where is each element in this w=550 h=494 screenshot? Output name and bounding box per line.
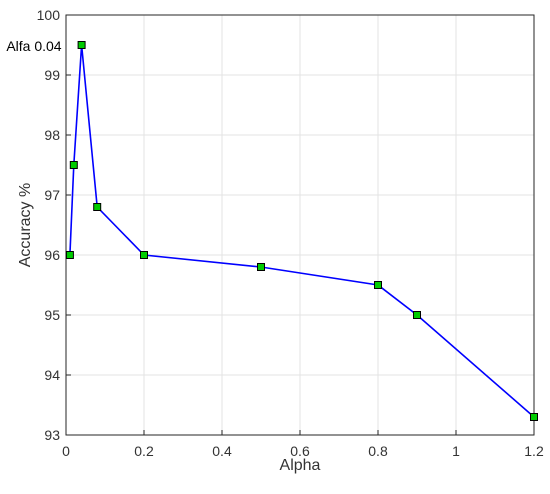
data-point-marker [93,203,102,211]
data-point-marker [69,161,78,169]
y-tick-label: 98 [44,127,60,143]
annotation-label: Alfa 0.04 [6,38,61,54]
series [65,41,538,421]
y-tick-label: 100 [37,7,61,23]
data-point-marker [530,413,538,421]
data-point-marker [77,41,86,49]
x-tick-label: 0.6 [290,443,310,459]
x-tick-label: 1 [452,443,460,459]
x-tick-label: 0.2 [134,443,154,459]
y-tick-label: 96 [44,247,60,263]
x-tick-label: 0.4 [212,443,232,459]
x-tick-label: 1.2 [524,443,544,459]
x-tick-labels: 0 0.2 0.4 0.6 0.8 1 1.2 [62,443,544,459]
x-tick-label: 0 [62,443,70,459]
data-point-marker [65,251,74,259]
y-tick-label: 95 [44,307,60,323]
y-tick-label: 99 [44,67,60,83]
y-tick-label: 94 [44,367,60,383]
data-point-marker [140,251,148,259]
data-point-marker [374,281,382,289]
x-axis-label: Alpha [280,457,321,474]
y-tick-label: 93 [44,427,60,443]
x-tick-label: 0.8 [368,443,388,459]
y-tick-labels: 93 94 95 96 97 98 99 100 [37,7,61,443]
plot-frame [65,14,535,436]
data-point-marker [257,263,265,271]
y-tick-label: 97 [44,187,60,203]
data-point-marker [413,311,421,319]
y-axis-label: Accuracy % [17,183,34,267]
